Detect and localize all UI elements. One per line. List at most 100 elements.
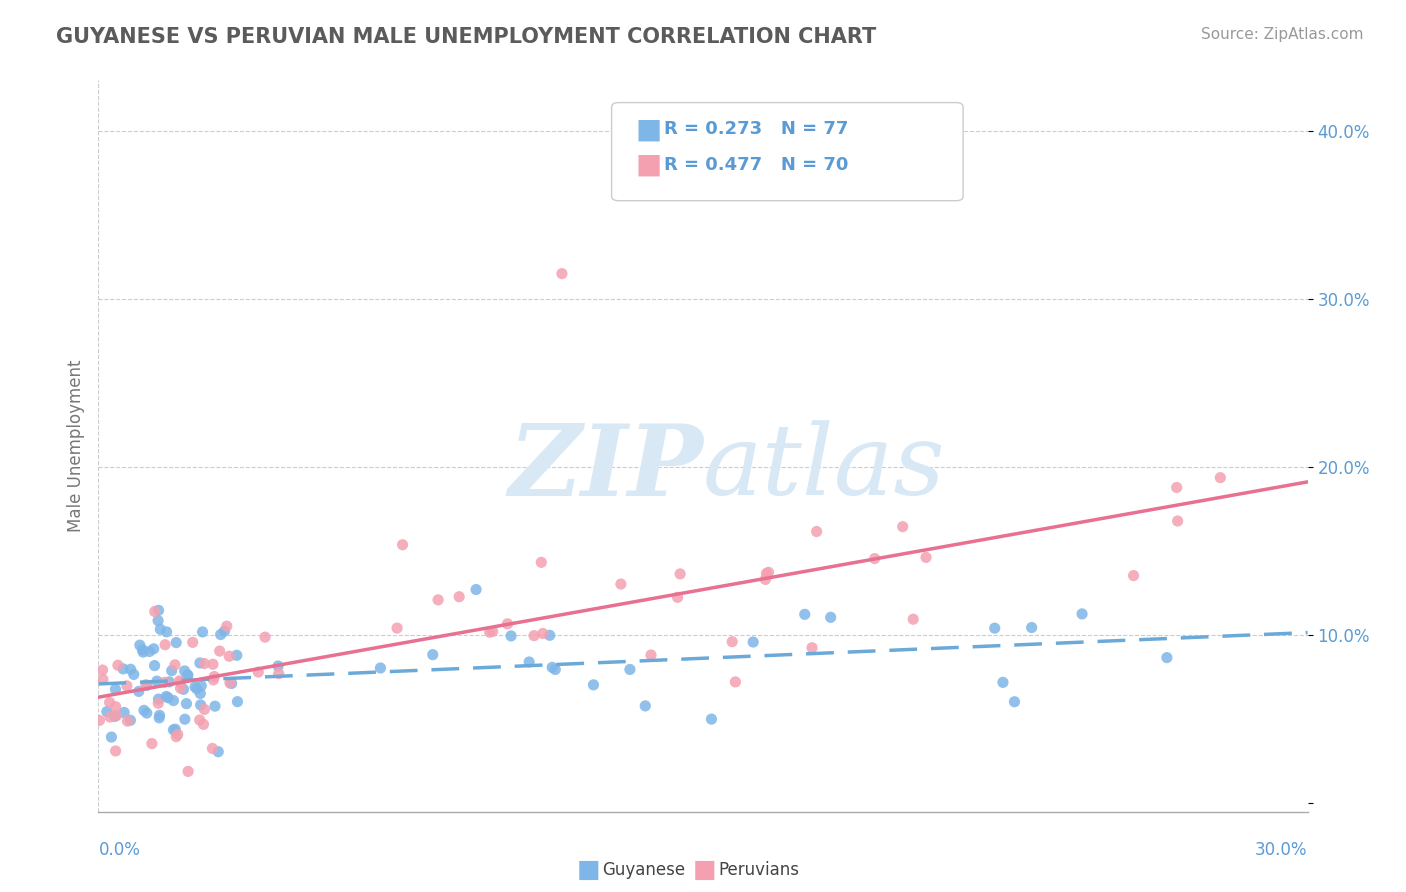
Point <box>370 661 392 675</box>
Point <box>758 566 780 580</box>
Point <box>201 741 224 756</box>
Point <box>207 745 229 759</box>
Point <box>148 692 170 706</box>
Point <box>427 592 450 607</box>
Point <box>186 681 208 696</box>
Point <box>634 698 657 713</box>
Point <box>155 624 177 639</box>
Point <box>104 699 127 714</box>
Point <box>530 555 553 569</box>
Point <box>105 708 128 723</box>
Point <box>215 619 238 633</box>
Point <box>184 680 207 694</box>
Point <box>1122 568 1144 582</box>
Point <box>219 676 242 690</box>
Point <box>267 659 290 673</box>
Point <box>157 674 180 689</box>
Point <box>128 684 150 698</box>
Text: ■: ■ <box>576 858 600 881</box>
Point <box>801 640 824 655</box>
Point <box>122 667 145 681</box>
Point <box>91 663 114 677</box>
Point <box>173 664 195 678</box>
Point <box>146 674 169 689</box>
Point <box>96 705 118 719</box>
Point <box>141 737 163 751</box>
Point <box>806 524 828 539</box>
Point <box>991 675 1014 690</box>
Point <box>1021 621 1043 635</box>
Point <box>391 538 413 552</box>
Point <box>1071 607 1094 621</box>
Point <box>523 629 546 643</box>
Point <box>755 566 778 581</box>
Point <box>148 711 170 725</box>
Point <box>100 730 122 744</box>
Point <box>153 638 176 652</box>
Point <box>149 708 172 723</box>
Point <box>202 669 225 683</box>
Point <box>104 709 127 723</box>
Point <box>162 723 184 737</box>
Point <box>267 666 290 681</box>
Point <box>724 674 747 689</box>
Point <box>153 675 176 690</box>
Point <box>163 657 186 672</box>
Point <box>173 712 195 726</box>
Y-axis label: Male Unemployment: Male Unemployment <box>66 359 84 533</box>
Point <box>226 695 249 709</box>
Text: 0.0%: 0.0% <box>98 841 141 859</box>
Point <box>143 605 166 619</box>
Point <box>160 664 183 678</box>
Point <box>619 662 641 676</box>
Point <box>166 727 188 741</box>
Point <box>225 648 247 663</box>
Point <box>499 629 522 643</box>
Point <box>115 679 138 693</box>
Point <box>157 690 180 705</box>
Text: Source: ZipAtlas.com: Source: ZipAtlas.com <box>1201 27 1364 42</box>
Point <box>820 610 842 624</box>
Point <box>385 621 408 635</box>
Point <box>582 678 605 692</box>
Point <box>193 702 215 716</box>
Point <box>117 714 139 728</box>
Point <box>89 714 111 728</box>
Point <box>143 658 166 673</box>
Point <box>915 550 938 565</box>
Point <box>191 624 214 639</box>
Point <box>209 627 232 641</box>
Point <box>149 622 172 636</box>
Point <box>551 267 574 281</box>
Point <box>700 712 723 726</box>
Point <box>112 662 135 676</box>
Point <box>190 679 212 693</box>
Point <box>135 678 157 692</box>
Point <box>169 681 191 696</box>
Point <box>481 624 503 639</box>
Point <box>496 616 519 631</box>
Point <box>214 624 236 639</box>
Point <box>135 706 157 720</box>
Point <box>1209 470 1232 484</box>
Text: ZIP: ZIP <box>508 420 703 516</box>
Point <box>173 682 195 697</box>
Point <box>449 590 471 604</box>
Point <box>104 744 127 758</box>
Point <box>98 710 121 724</box>
Text: ■: ■ <box>636 151 662 179</box>
Point <box>181 635 204 649</box>
Point <box>669 566 692 581</box>
Point <box>903 612 925 626</box>
Point <box>983 621 1005 635</box>
Point <box>188 687 211 701</box>
Point <box>640 648 662 662</box>
Text: GUYANESE VS PERUVIAN MALE UNEMPLOYMENT CORRELATION CHART: GUYANESE VS PERUVIAN MALE UNEMPLOYMENT C… <box>56 27 876 46</box>
Point <box>188 713 211 727</box>
Point <box>221 676 243 690</box>
Point <box>177 668 200 682</box>
Text: R = 0.273   N = 77: R = 0.273 N = 77 <box>664 120 848 138</box>
Point <box>120 662 142 676</box>
Point <box>204 699 226 714</box>
Point <box>208 644 231 658</box>
